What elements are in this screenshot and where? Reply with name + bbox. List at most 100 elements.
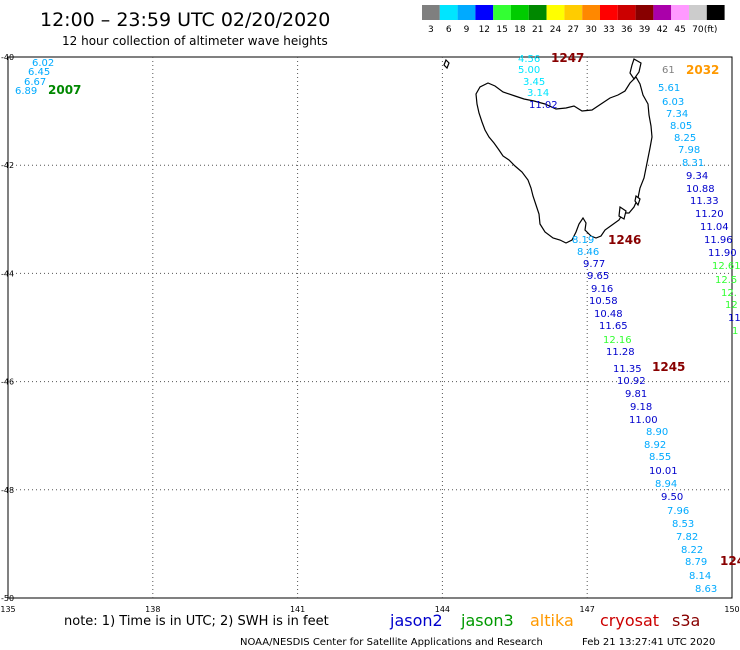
wave-height-label: 4.56 (518, 54, 540, 65)
scale-swatch (671, 5, 689, 20)
wave-height-label: 1 (732, 326, 738, 337)
scale-label: 18 (514, 25, 526, 35)
wave-height-label: 11.90 (708, 248, 737, 259)
wave-height-label: 11.28 (606, 347, 635, 358)
wave-height-label: 8.22 (681, 545, 703, 556)
wave-height-label: 9.18 (630, 402, 652, 413)
wave-height-label: 7.96 (667, 506, 689, 517)
scale-label: 21 (532, 25, 543, 35)
wave-height-label: 5.61 (658, 83, 680, 94)
scale-label: 30 (585, 25, 597, 35)
scale-swatch (635, 5, 654, 20)
scale-label: 45 (674, 25, 685, 35)
wave-height-label: 11.00 (629, 415, 658, 426)
satellite-pass: 615.616.037.348.058.257.988.319.3410.881… (658, 63, 740, 337)
satellite-name: jason3 (460, 611, 514, 630)
wave-height-label: 8.90 (646, 427, 668, 438)
scale-swatch (457, 5, 476, 20)
satellite-legend: jason2 jason3 altika cryosat s3a (389, 611, 700, 630)
scale-label: 6 (446, 25, 452, 35)
altimeter-tracks: 6.026.456.676.89 20074.565.003.453.1411.0… (15, 51, 740, 595)
graticule: 135 138 141 144 147 150 -40 -42 -44 -46 -48 -50 (0, 53, 739, 614)
wave-height-label: 12.16 (603, 335, 632, 346)
wave-height-label: 10.92 (617, 376, 646, 387)
scale-label: 3 (428, 25, 434, 35)
wave-height-label: 10.01 (649, 466, 678, 477)
king-island (443, 58, 450, 70)
wave-height-label: 9.16 (591, 284, 613, 295)
wave-height-label: 8.31 (682, 158, 704, 169)
lon-label: 144 (435, 605, 450, 614)
lat-label: -44 (1, 269, 14, 278)
scale-label: 9 (464, 25, 470, 35)
pass-time-label: 124 (720, 554, 740, 568)
wave-height-label: 11 (728, 313, 740, 324)
wave-height-label: 6.03 (662, 97, 684, 108)
lat-label: -48 (1, 486, 14, 495)
wave-height-label: 6.67 (24, 77, 46, 88)
wave-height-label: 3.45 (523, 77, 545, 88)
wave-height-label: 6.89 (15, 86, 37, 97)
color-scale-legend: 3 6 9 12 15 18 21 24 27 30 33 36 39 42 45 70 (ft) (422, 5, 725, 35)
wave-height-label: 8.25 (674, 133, 696, 144)
footnote: note: 1) Time is in UTC; 2) SWH is in fe… (64, 614, 329, 629)
tasmania-landmass (443, 58, 653, 244)
bruny-island (618, 205, 627, 220)
satellite-name: jason2 (389, 611, 443, 630)
wave-height-label: 9.65 (587, 271, 609, 282)
scale-swatch (582, 5, 600, 20)
wave-height-label: 10.88 (686, 184, 715, 195)
wave-height-label: 8.05 (670, 121, 692, 132)
satellite-pass: 124 (720, 554, 740, 568)
scale-label: 15 (496, 25, 507, 35)
scale-swatch (564, 5, 583, 20)
wave-height-label: 12.61 (712, 261, 740, 272)
lat-label: -46 (1, 378, 14, 387)
scale-swatch (617, 5, 636, 20)
maria-island (634, 194, 641, 207)
scale-swatch (439, 5, 458, 20)
map-frame (7, 56, 733, 599)
satellite-name: altika (530, 611, 574, 630)
scale-label: 27 (568, 25, 579, 35)
wave-height-label: 7.34 (666, 109, 688, 120)
scale-swatch (689, 5, 707, 20)
wave-height-label: 8.55 (649, 452, 671, 463)
satellite-name: cryosat (600, 611, 659, 630)
lat-label: -42 (1, 161, 14, 170)
wave-height-label: 11.96 (704, 235, 733, 246)
map-subtitle: 12 hour collection of altimeter wave hei… (62, 34, 328, 48)
lon-label: 150 (724, 605, 739, 614)
wave-height-label: 12.5 (715, 275, 737, 286)
wave-height-label: 6.02 (32, 58, 54, 69)
wave-height-label: 11.33 (690, 196, 719, 207)
wave-height-label: 8.79 (685, 557, 707, 568)
lat-label: -40 (1, 53, 14, 62)
timestamp: Feb 21 13:27:41 UTC 2020 (582, 637, 715, 648)
wave-height-label: 9.50 (661, 492, 683, 503)
scale-swatch (475, 5, 494, 20)
wave-height-label: 12 (725, 300, 738, 311)
wave-height-label: 61 (662, 65, 675, 76)
pass-time-label: 1246 (608, 233, 641, 247)
wave-height-label: 8.46 (577, 247, 599, 258)
wave-height-label: 8.19 (572, 235, 594, 246)
scale-swatch (422, 5, 440, 20)
lon-label: 135 (0, 605, 15, 614)
wave-height-label: 8.63 (695, 584, 717, 595)
credit-line: NOAA/NESDIS Center for Satellite Applica… (240, 637, 543, 648)
wave-height-label: 7.98 (678, 145, 700, 156)
wave-height-label: 11.20 (695, 209, 724, 220)
wave-height-label: 11.65 (599, 321, 628, 332)
scale-label: 33 (603, 25, 614, 35)
scale-label: 24 (550, 25, 562, 35)
wave-height-label: 8.92 (644, 440, 666, 451)
lon-label: 138 (145, 605, 160, 614)
scale-label: 39 (639, 25, 651, 35)
pass-time-label: 2007 (48, 83, 81, 97)
wave-height-label: 8.53 (672, 519, 694, 530)
satellite-pass: 6.026.456.676.89 2007 (15, 58, 81, 97)
